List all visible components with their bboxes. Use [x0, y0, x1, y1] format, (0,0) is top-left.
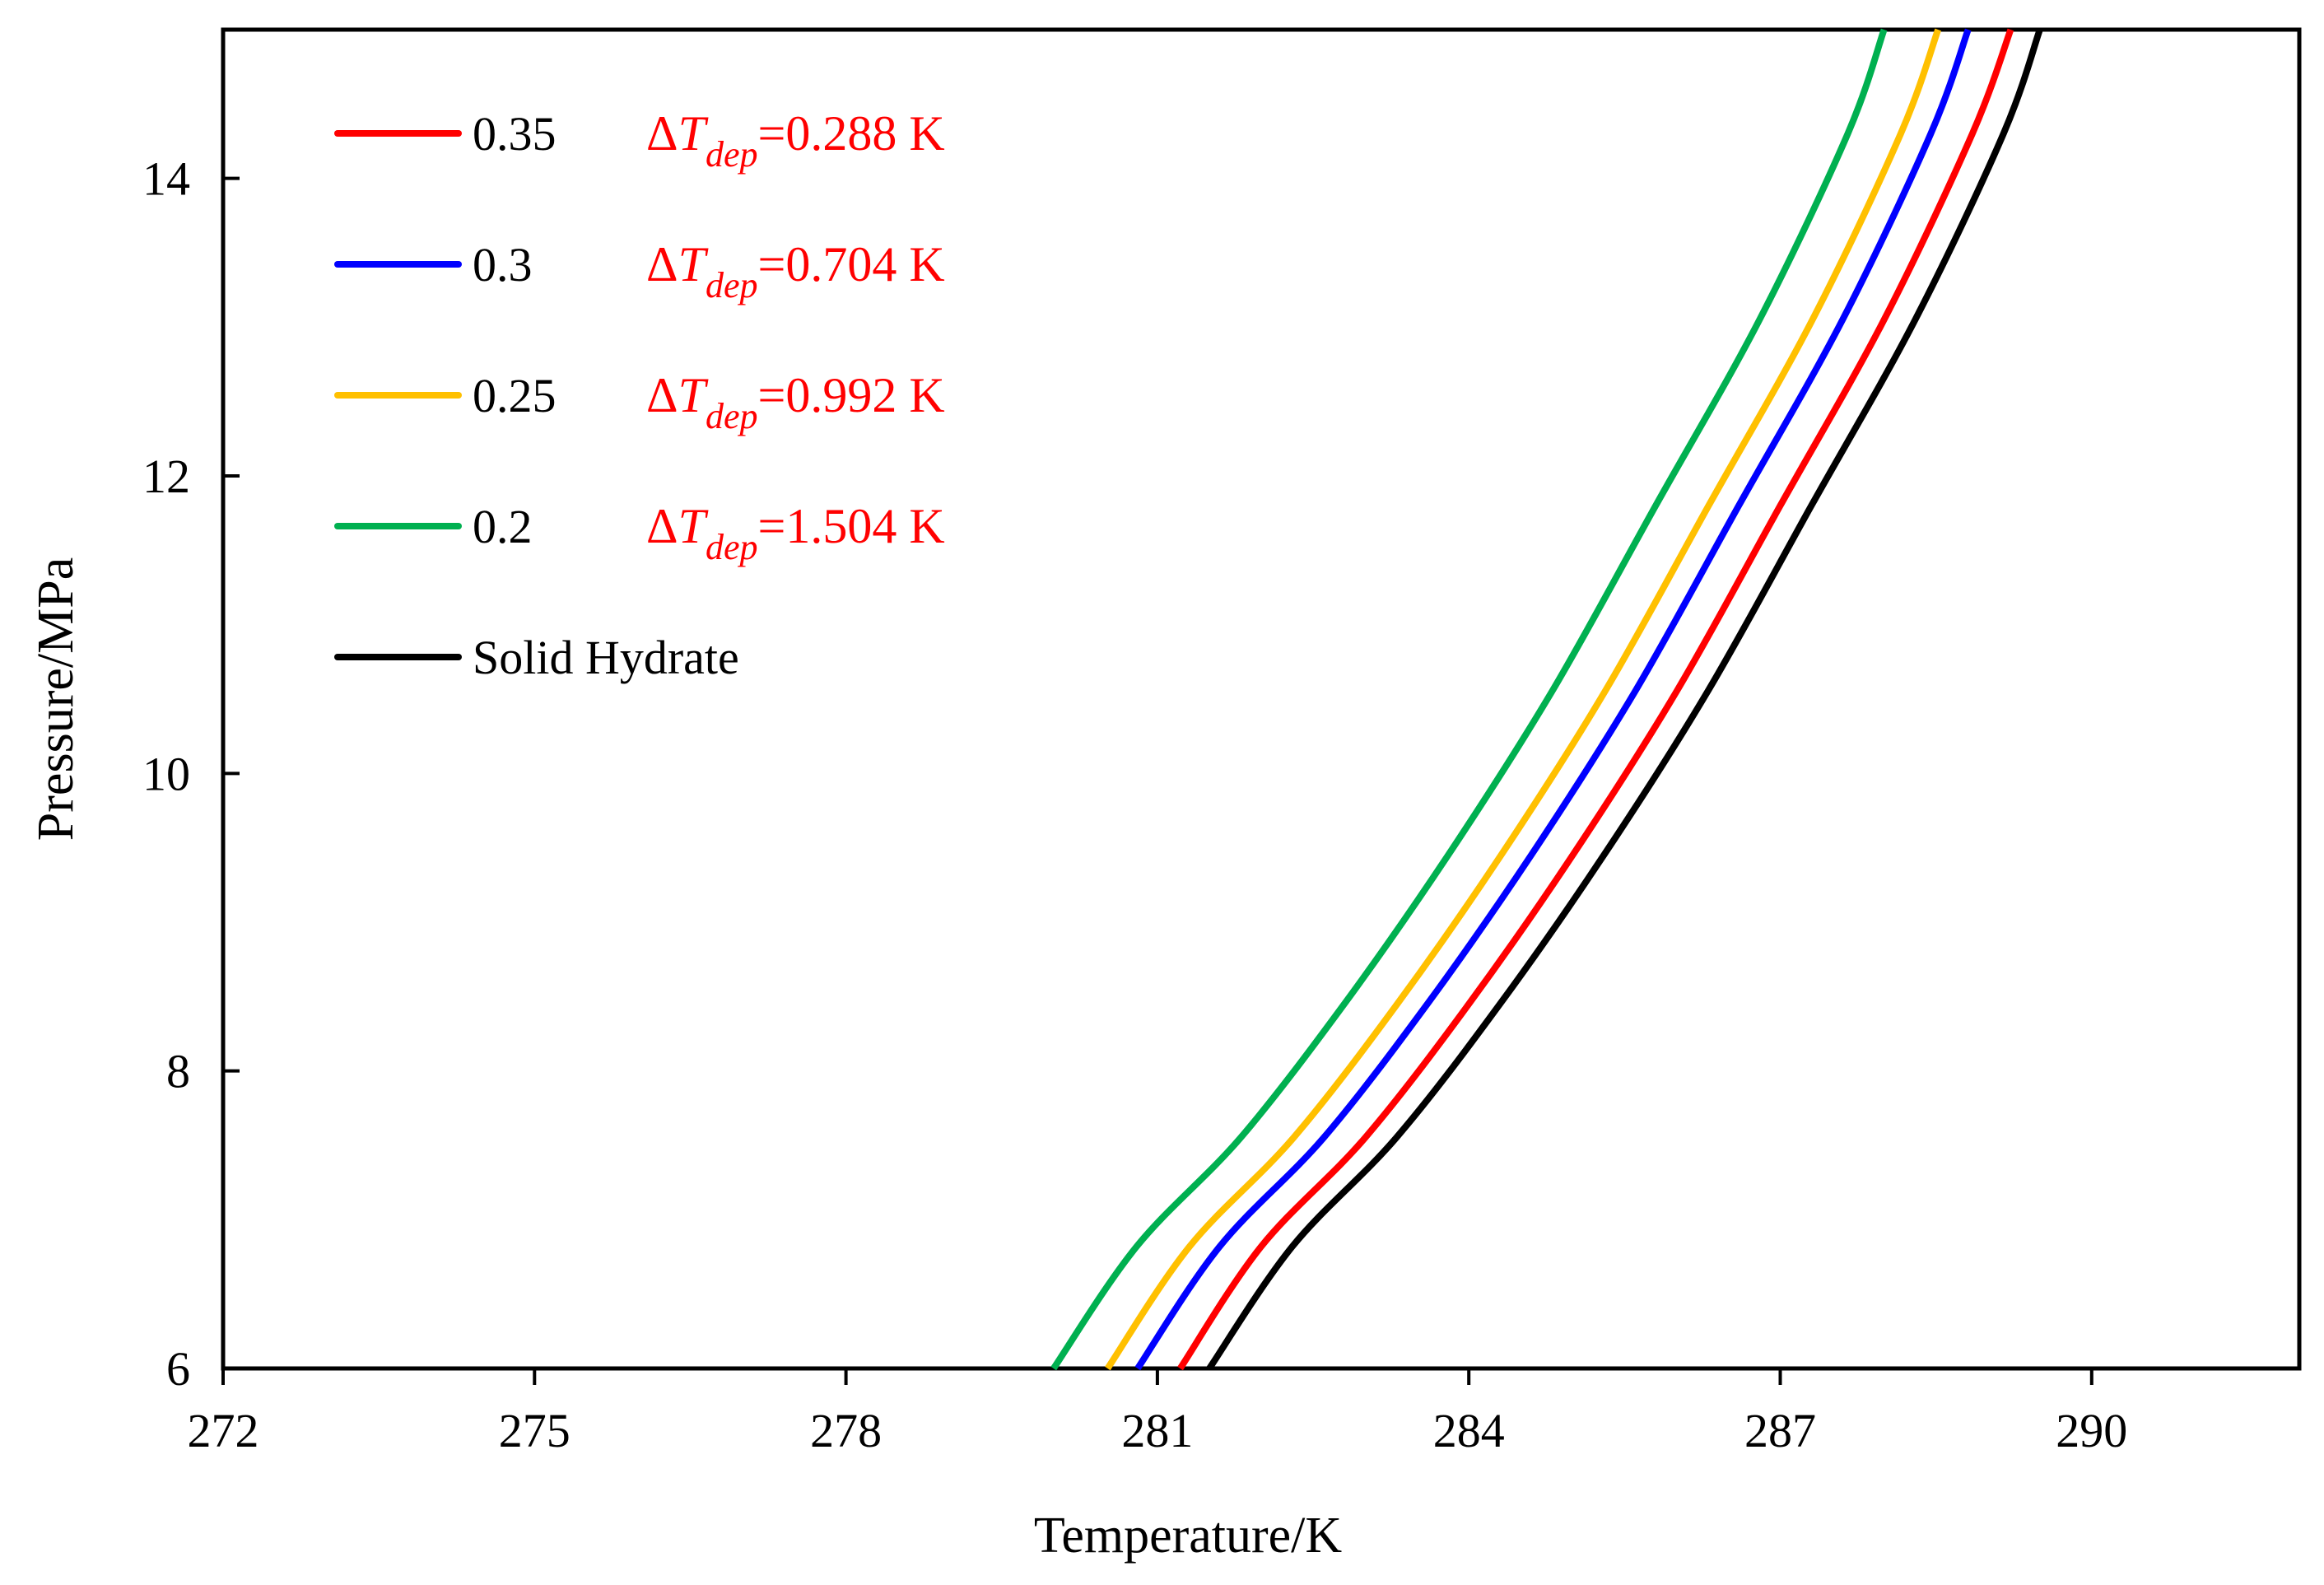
x-tick-label-0: 272: [188, 1404, 259, 1457]
x-tick-label-2: 278: [810, 1404, 882, 1457]
y-axis: 6 8 10 12 14: [142, 152, 240, 1396]
series-line-0: [1177, 28, 2014, 1371]
legend-label-0: 0.35: [473, 107, 557, 161]
legend-label-3: 0.2: [473, 500, 533, 553]
legend-label-1: 0.3: [473, 238, 533, 291]
y-tick-label-2: 10: [142, 747, 190, 800]
series-line-4: [1206, 28, 2043, 1371]
x-tick-label-1: 275: [499, 1404, 571, 1457]
series-line-1: [1134, 28, 1972, 1371]
y-axis-label: Pressure/MPa: [28, 557, 84, 841]
x-tick-label-6: 290: [2056, 1404, 2127, 1457]
x-tick-label-4: 284: [1433, 1404, 1505, 1457]
legend-annotation-3: ΔTdep=1.504 K: [646, 499, 945, 567]
legend: 0.35 ΔTdep=0.288 K 0.3 ΔTdep=0.704 K 0.25 ΔTd…: [334, 106, 945, 684]
legend-label-4: Solid Hydrate: [473, 631, 739, 684]
x-tick-label-5: 287: [1744, 1404, 1816, 1457]
y-tick-label-1: 8: [166, 1045, 190, 1098]
plot-area: [221, 27, 2302, 1371]
x-tick-label-3: 281: [1121, 1404, 1193, 1457]
plot-frame: [221, 27, 2302, 1371]
series-line-2: [1105, 28, 1941, 1371]
x-axis-label: Temperature/K: [1034, 1508, 1343, 1564]
legend-label-2: 0.25: [473, 369, 557, 422]
y-tick-label-3: 12: [142, 450, 190, 503]
legend-annotation-1: ΔTdep=0.704 K: [646, 237, 945, 305]
y-tick-label-0: 6: [166, 1342, 190, 1396]
y-tick-label-4: 14: [142, 152, 190, 206]
series-line-3: [1050, 28, 1888, 1371]
series-layer: [1050, 28, 2043, 1371]
legend-annotation-0: ΔTdep=0.288 K: [646, 106, 945, 175]
x-axis: 272 275 278 281 284 287 290: [188, 1368, 2127, 1457]
legend-annotation-2: ΔTdep=0.992 K: [646, 368, 945, 436]
